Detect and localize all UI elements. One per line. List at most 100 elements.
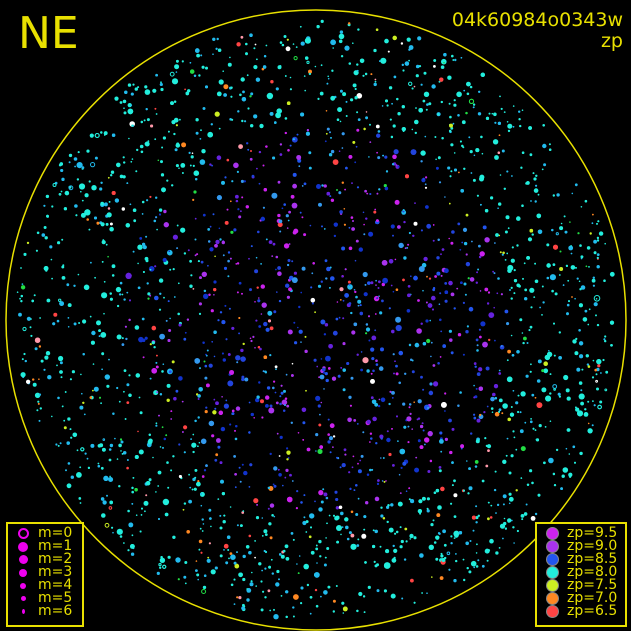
star-point (428, 544, 434, 550)
star-point (162, 446, 164, 449)
star-point (165, 434, 168, 437)
star-point (275, 87, 279, 91)
star-point (261, 535, 264, 537)
star-point (408, 81, 413, 87)
star-point (593, 295, 601, 302)
star-point (354, 259, 357, 262)
star-point (423, 91, 430, 98)
star-point (385, 99, 388, 103)
star-point (272, 483, 275, 486)
star-point (137, 286, 141, 290)
star-point (243, 470, 248, 476)
star-point (310, 297, 316, 303)
star-point (574, 183, 578, 187)
star-point (284, 544, 289, 549)
star-point (409, 412, 412, 415)
star-point (189, 486, 192, 489)
star-point (77, 151, 80, 154)
star-point (210, 569, 216, 575)
star-point (68, 153, 73, 158)
star-point (320, 319, 326, 325)
star-point (272, 242, 276, 246)
star-point (503, 517, 506, 520)
star-point (412, 234, 415, 237)
star-point (483, 411, 486, 414)
star-point (403, 256, 407, 260)
star-point (566, 303, 570, 307)
star-point (109, 292, 112, 295)
star-point (526, 342, 529, 344)
star-point (175, 143, 180, 148)
legend-label: zp=6.5 (567, 603, 618, 619)
star-point (195, 569, 198, 572)
star-point (408, 406, 411, 409)
star-point (518, 284, 521, 288)
star-point (489, 538, 494, 544)
star-point (350, 98, 354, 102)
star-point (80, 212, 86, 218)
star-point (441, 137, 444, 140)
star-point (291, 362, 294, 365)
star-point (100, 466, 104, 470)
star-point (392, 353, 395, 356)
star-point (269, 536, 273, 540)
star-point (246, 588, 249, 590)
star-point (78, 497, 82, 500)
star-point (505, 215, 510, 220)
star-point (460, 444, 464, 449)
star-point (364, 189, 367, 193)
star-point (121, 337, 124, 340)
star-point (249, 582, 254, 587)
star-point (335, 498, 339, 501)
star-point (287, 149, 290, 152)
star-point (138, 449, 144, 455)
star-point (439, 77, 444, 82)
star-point (178, 282, 180, 285)
star-point (510, 454, 514, 458)
star-point (413, 85, 416, 88)
star-point (204, 376, 208, 380)
star-point (364, 72, 368, 76)
star-point (348, 155, 353, 159)
star-point (343, 208, 346, 210)
star-point (272, 156, 276, 160)
star-point (156, 571, 160, 576)
star-point (472, 106, 475, 109)
star-point (57, 241, 61, 245)
star-point (447, 166, 451, 170)
star-point (248, 486, 251, 488)
star-point (553, 484, 557, 487)
star-point (422, 289, 424, 292)
star-point (357, 118, 361, 121)
star-point (431, 295, 436, 301)
star-point (355, 239, 359, 243)
star-point (593, 251, 597, 255)
star-point (262, 590, 265, 593)
star-point (78, 322, 81, 324)
star-point (356, 93, 363, 99)
star-point (370, 281, 374, 285)
star-point (194, 358, 200, 364)
star-point (280, 391, 284, 395)
star-point (495, 551, 499, 555)
star-point (373, 210, 377, 214)
star-point (190, 438, 192, 440)
star-point (273, 515, 276, 518)
star-point (50, 258, 53, 261)
star-point (476, 344, 479, 347)
star-point (158, 414, 160, 417)
star-point (280, 554, 285, 559)
star-point (131, 486, 134, 490)
star-point (327, 440, 331, 444)
star-point (426, 497, 430, 501)
star-point (122, 156, 125, 159)
star-point (249, 463, 253, 467)
star-point (227, 275, 230, 278)
star-point (175, 164, 179, 168)
star-point (279, 395, 282, 398)
star-point (596, 239, 600, 242)
star-point (109, 297, 113, 301)
star-point (194, 419, 197, 423)
star-point (251, 174, 255, 178)
star-point (518, 110, 521, 113)
